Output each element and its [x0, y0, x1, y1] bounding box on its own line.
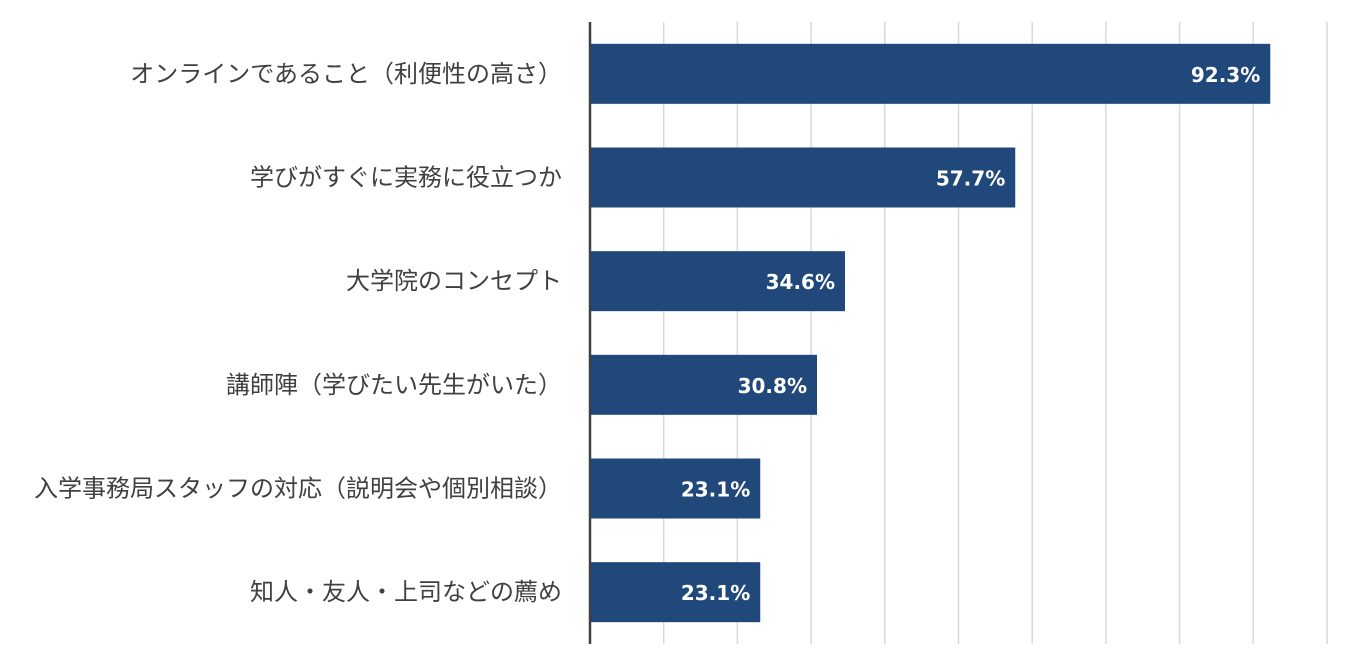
- category-label: 講師陣（学びたい先生がいた）: [226, 371, 562, 399]
- data-label: 34.6%: [766, 270, 835, 294]
- data-label: 23.1%: [681, 581, 750, 605]
- data-label: 30.8%: [738, 374, 807, 398]
- category-label: オンラインであること（利便性の高さ）: [130, 60, 562, 88]
- category-label: 学びがすぐに実務に役立つか: [250, 164, 562, 192]
- category-label: 入学事務局スタッフの対応（説明会や個別相談）: [34, 475, 562, 503]
- data-label: 57.7%: [936, 167, 1005, 191]
- data-label: 92.3%: [1191, 63, 1260, 87]
- bar: [590, 458, 761, 519]
- bar: [590, 43, 1271, 104]
- bar: [590, 354, 817, 415]
- bar: [590, 251, 846, 312]
- category-label: 大学院のコンセプト: [346, 267, 562, 295]
- bar: [590, 147, 1016, 208]
- category-label: 知人・友人・上司などの薦め: [250, 578, 562, 606]
- bar: [590, 562, 761, 623]
- data-label: 23.1%: [681, 478, 750, 502]
